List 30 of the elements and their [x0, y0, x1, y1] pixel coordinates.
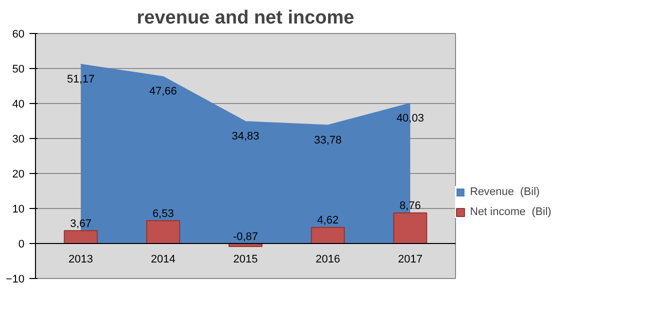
chart-title: revenue and net income [136, 8, 354, 28]
data-label: 6,53 [152, 208, 174, 220]
y-tick-label: 60 [12, 28, 25, 40]
x-tick-label: 2016 [316, 254, 340, 266]
x-tick-label: 2013 [68, 254, 94, 266]
data-label: -0,87 [232, 230, 258, 243]
data-label: 33,78 [314, 134, 342, 146]
legend-label: Net income (Bil) [470, 206, 552, 218]
y-tick-label: −10 [6, 274, 25, 286]
data-label: 51,17 [67, 73, 95, 86]
y-tick-label: 10 [12, 204, 25, 216]
data-label: 40,03 [396, 112, 424, 124]
bar [310, 226, 345, 244]
x-tick-label: 2017 [398, 254, 422, 266]
bar [64, 230, 98, 244]
bar [146, 220, 180, 244]
data-label: 8,76 [400, 200, 421, 212]
data-label: 3,67 [70, 218, 92, 230]
x-tick-label: 2014 [150, 254, 176, 266]
y-tick-label: 30 [12, 134, 25, 146]
legend-label: Revenue (Bil) [470, 186, 540, 198]
y-tick-label: 20 [12, 168, 25, 180]
y-tick-label: 50 [12, 64, 25, 76]
data-label: 34,83 [232, 130, 260, 143]
x-tick-label: 2015 [233, 254, 258, 266]
y-tick-label: 0 [18, 238, 25, 250]
data-label: 47,66 [149, 86, 177, 98]
data-label: 4,62 [317, 214, 339, 227]
y-tick-label: 40 [12, 98, 25, 110]
bar [393, 212, 428, 244]
